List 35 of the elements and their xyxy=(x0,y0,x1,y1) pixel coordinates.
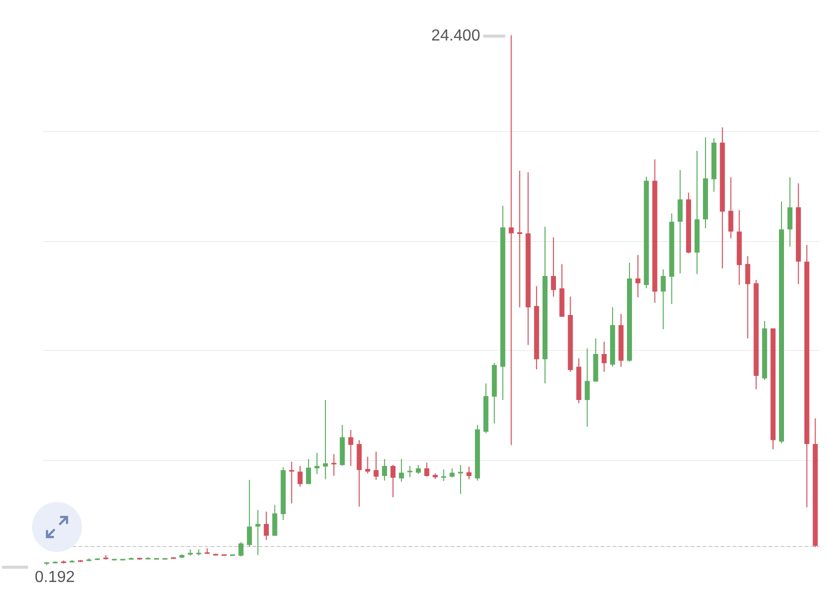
candlestick xyxy=(441,468,446,482)
candlestick xyxy=(272,504,278,536)
candlestick xyxy=(602,341,607,372)
candlestick xyxy=(348,429,354,466)
candlestick xyxy=(264,511,269,540)
candlestick xyxy=(550,236,556,298)
candlestick xyxy=(635,254,640,298)
candlestick xyxy=(298,465,303,488)
candlestick xyxy=(374,451,379,480)
candlestick xyxy=(424,462,430,478)
text: 0.192 xyxy=(34,568,75,586)
candlestick xyxy=(466,466,472,480)
candlestick xyxy=(306,458,312,485)
candlestick xyxy=(255,509,260,556)
annotation: 24.400 xyxy=(431,28,480,45)
candlestick xyxy=(728,176,734,239)
candlestick xyxy=(678,170,683,274)
candlestick xyxy=(314,452,320,475)
candlestick xyxy=(390,464,396,498)
candlestick xyxy=(365,456,370,474)
candlestick xyxy=(407,465,412,478)
candlestick xyxy=(238,542,244,557)
candlestick xyxy=(246,479,252,548)
candlestick xyxy=(322,399,328,480)
candlestick xyxy=(584,348,590,428)
candlestick xyxy=(458,464,464,494)
candlestick xyxy=(398,458,404,482)
candlestick xyxy=(289,461,294,504)
candlestick xyxy=(660,268,666,330)
candlestick xyxy=(745,256,750,339)
candlestick xyxy=(382,458,388,482)
candlestick xyxy=(517,170,522,308)
candlestick xyxy=(508,34,514,446)
candlestick xyxy=(787,176,792,248)
candlestick xyxy=(331,454,336,476)
